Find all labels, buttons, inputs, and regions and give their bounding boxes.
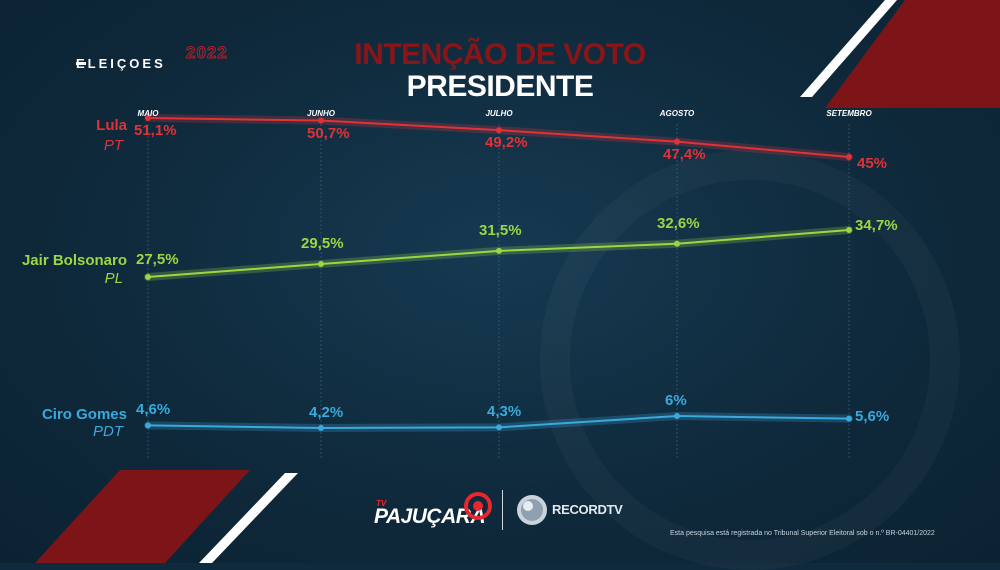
registration-note: Esta pesquisa está registrada no Tribuna… (670, 530, 935, 537)
data-label-lula-maio: 51,1% (134, 122, 177, 139)
data-label-ciro-junho: 4,2% (309, 404, 344, 421)
recordtv-logo: RECORDTV (552, 502, 623, 517)
data-label-bolsonaro-junho: 29,5% (301, 234, 344, 252)
point-bolsonaro-junho (318, 260, 324, 267)
tv-pajucara-logo: PAJUÇARA (374, 505, 486, 528)
data-label-lula-junho: 50,7% (307, 124, 350, 142)
tv-pajucara-tv-label: TV (376, 499, 387, 508)
data-label-ciro-agosto: 6% (665, 392, 687, 409)
month-label-junho: JUNHO (306, 109, 336, 118)
point-lula-junho (318, 117, 324, 124)
data-label-bolsonaro-agosto: 32,6% (657, 214, 700, 232)
data-label-bolsonaro-julho: 31,5% (479, 221, 522, 239)
candidate-party-bolsonaro: PL (104, 270, 123, 287)
point-bolsonaro-agosto (674, 240, 680, 247)
candidate-name-bolsonaro: Jair Bolsonaro (21, 252, 127, 269)
top-right-red-stripe (825, 0, 1000, 108)
point-lula-agosto (674, 138, 680, 145)
data-label-lula-agosto: 47,4% (663, 145, 706, 163)
point-ciro-setembro (846, 415, 852, 422)
point-bolsonaro-maio (145, 274, 151, 280)
bottom-left-red-stripe (35, 470, 250, 563)
data-label-lula-setembro: 45% (857, 155, 888, 172)
pajucara-swirl-icon (464, 492, 492, 520)
candidate-name-ciro: Ciro Gomes (41, 406, 127, 423)
eleicoes-logo-text: ELEIÇOES (76, 56, 166, 71)
candidate-party-lula: PT (103, 137, 123, 154)
point-lula-setembro (846, 154, 852, 160)
bottom-left-white-stripe (199, 473, 298, 563)
point-ciro-agosto (674, 413, 680, 419)
point-bolsonaro-julho (496, 247, 502, 254)
candidate-party-ciro: PDT (93, 423, 123, 440)
brand-separator (502, 490, 503, 530)
data-label-bolsonaro-maio: 27,5% (136, 251, 179, 268)
data-label-ciro-julho: 4,3% (487, 403, 522, 421)
record-globe-icon (517, 495, 547, 525)
data-label-bolsonaro-setembro: 34,7% (855, 217, 898, 234)
point-ciro-julho (496, 424, 502, 431)
chart-title-line1: INTENÇÃO DE VOTO (354, 38, 646, 71)
data-label-lula-julho: 49,2% (485, 134, 528, 152)
logo-bar (76, 62, 86, 65)
chart-title-line2: PRESIDENTE (406, 70, 594, 103)
data-label-ciro-maio: 4,6% (136, 401, 171, 419)
month-label-agosto: AGOSTO (659, 109, 695, 118)
point-bolsonaro-setembro (846, 227, 852, 233)
point-lula-julho (496, 127, 502, 134)
top-right-white-stripe (800, 0, 897, 97)
point-ciro-junho (318, 425, 324, 431)
month-label-maio: MAIO (137, 109, 159, 118)
point-ciro-maio (145, 422, 151, 429)
month-label-julho: JULHO (485, 109, 513, 118)
point-lula-maio (145, 115, 151, 121)
data-label-ciro-setembro: 5,6% (855, 407, 890, 425)
candidate-name-lula: Lula (96, 117, 127, 134)
month-label-setembro: SETEMBRO (826, 109, 872, 118)
